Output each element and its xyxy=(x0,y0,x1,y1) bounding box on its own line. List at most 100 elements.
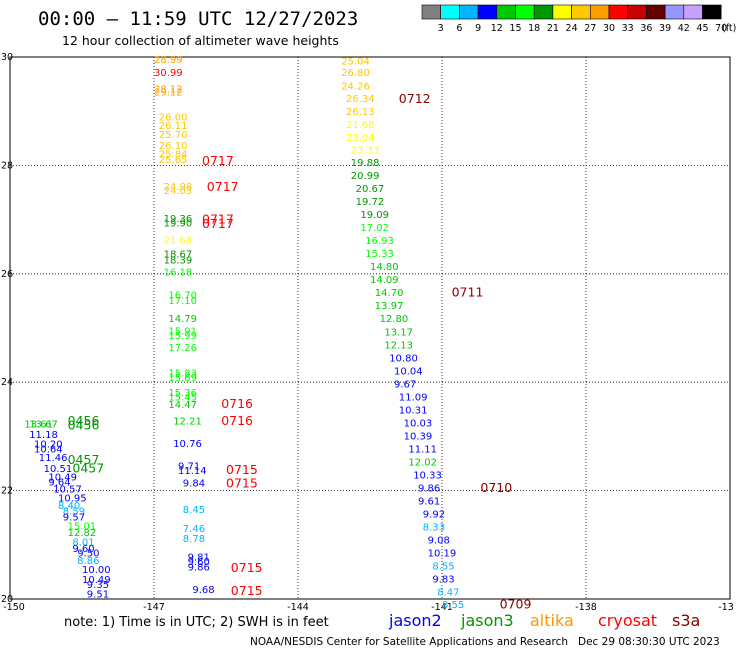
wave-height-value: 10.19 xyxy=(428,548,457,559)
wave-height-value: 15.45 xyxy=(168,392,197,403)
y-tick-label: 28 xyxy=(1,160,13,171)
pass-time-label: 0715 xyxy=(231,560,263,575)
wave-height-value: 14.80 xyxy=(370,262,399,273)
y-tick-label: 26 xyxy=(1,269,13,280)
wave-height-value: 28.99 xyxy=(154,55,183,66)
wave-height-value: 8.47 xyxy=(437,587,459,598)
wave-height-value: 15.33 xyxy=(365,249,394,260)
colorbar-legend: 3 6 9 12 15 18 21 24 27 30 33 36 39 42 45 70(ft) xyxy=(421,4,736,34)
wave-height-value: 12.02 xyxy=(408,457,437,468)
wave-height-value: 9.60 xyxy=(72,544,94,555)
wave-height-value: 13.17 xyxy=(384,327,413,338)
x-tick-label: -150 xyxy=(3,602,25,613)
y-tick-label: 20 xyxy=(1,594,13,605)
wave-height-value: 8.59 xyxy=(63,507,85,518)
wave-height-value: 10.80 xyxy=(389,353,418,364)
wave-height-value: 15.91 xyxy=(168,327,197,338)
colorbar-swatch xyxy=(683,4,703,20)
wave-height-value: 14.70 xyxy=(375,288,404,299)
colorbar-swatch xyxy=(459,4,479,20)
wave-height-value: 8.78 xyxy=(183,534,205,545)
satellite-name: altika xyxy=(530,611,574,630)
wave-height-value: 9.50 xyxy=(77,548,99,559)
colorbar-label: 24 xyxy=(566,23,578,34)
wave-height-value: 12.13 xyxy=(384,340,413,351)
colorbar-label: 36 xyxy=(640,23,652,34)
wave-height-value: 10.76 xyxy=(173,439,202,450)
wave-height-value: 10.64 xyxy=(34,444,63,455)
pass-time-label: 0709 xyxy=(500,596,532,611)
colorbar-label: 27 xyxy=(584,23,596,34)
chart-title: 00:00 – 11:59 UTC 12/27/2023 xyxy=(38,8,358,30)
wave-height-value: 9.64 xyxy=(48,477,70,488)
wave-height-value: 8.45 xyxy=(183,505,205,516)
wave-height-value: 9.92 xyxy=(423,509,445,520)
wave-height-value: 10.49 xyxy=(82,575,111,586)
wave-height-value: 19.90 xyxy=(164,218,193,229)
colorbar-label: 12 xyxy=(491,23,503,34)
wave-height-value: 10.00 xyxy=(82,565,111,576)
pass-time-label: 0717 xyxy=(202,216,234,231)
wave-height-value: 9.60 xyxy=(188,557,210,568)
pass-time-label: 0715 xyxy=(231,583,263,598)
colorbar-label: 9 xyxy=(475,23,481,34)
colorbar-label: 39 xyxy=(659,23,671,34)
pass-time-label: 0456 xyxy=(68,417,100,432)
x-tick-label: -147 xyxy=(143,602,165,613)
y-tick-label: 30 xyxy=(1,52,13,63)
colorbar-swatch xyxy=(646,4,666,20)
wave-height-value: 18.39 xyxy=(164,256,193,267)
colorbar-swatch xyxy=(608,4,629,20)
wave-height-value: 9.86 xyxy=(418,483,440,494)
colorbar-label: 45 xyxy=(696,23,708,34)
wave-height-value: 10.31 xyxy=(399,405,428,416)
pass-time-label: 0717 xyxy=(202,212,234,227)
wave-height-value: 11.46 xyxy=(39,453,68,464)
wave-height-value: 24.03 xyxy=(164,186,193,197)
wave-height-value: 26.13 xyxy=(346,107,375,118)
wave-height-value: 9.35 xyxy=(87,580,109,591)
wave-height-value: 10.20 xyxy=(34,439,63,450)
wave-height-value: 25.84 xyxy=(159,149,188,160)
wave-height-value: 9.84 xyxy=(183,478,205,489)
wave-height-value: 14.47 xyxy=(168,400,197,411)
colorbar-swatch xyxy=(664,4,685,20)
grid xyxy=(10,57,730,599)
pass-time-label: 0717 xyxy=(207,179,239,194)
wave-height-value: 9.83 xyxy=(432,574,454,585)
wave-height-value: 8.55 xyxy=(442,600,464,611)
x-tick-label: -138 xyxy=(575,602,597,613)
satellite-name: s3a xyxy=(672,611,700,630)
wave-height-value: 23.33 xyxy=(351,146,380,157)
wave-height-value: 10.33 xyxy=(413,470,442,481)
wave-height-value: 17.10 xyxy=(168,296,197,307)
wave-height-value: 7.46 xyxy=(183,524,205,535)
wave-height-value: 26.80 xyxy=(341,68,370,79)
wave-height-value: 8.40 xyxy=(58,501,80,512)
pass-time-label: 0711 xyxy=(452,285,484,300)
wave-height-value: 9.86 xyxy=(188,562,210,573)
pass-time-label: 0457 xyxy=(72,460,104,475)
wave-height-value: 13.61 xyxy=(24,419,53,430)
wave-height-value: 8.33 xyxy=(423,522,445,533)
timestamp-text: Dec 29 08:30:30 UTC 2023 xyxy=(578,636,720,648)
wave-height-value: 10.04 xyxy=(394,366,423,377)
wave-height-value: 17.02 xyxy=(360,223,389,234)
y-tick-label: 24 xyxy=(1,377,13,388)
wave-height-value: 10.39 xyxy=(404,431,433,442)
pass-time-labels: 0717071707170717071607160715071507150715… xyxy=(68,91,532,611)
colorbar-swatch xyxy=(571,4,591,20)
wave-height-value: 19.88 xyxy=(351,158,380,169)
pass-time-label: 0715 xyxy=(226,462,258,477)
wave-height-value: 9.67 xyxy=(394,379,416,390)
colorbar-label: 15 xyxy=(509,23,521,34)
wave-height-value: 15.99 xyxy=(168,331,197,342)
wave-height-value: 9.51 xyxy=(87,590,109,601)
wave-height-value: 23.04 xyxy=(346,133,375,144)
wave-height-value: 25.65 xyxy=(159,155,188,166)
wave-height-value: 11.14 xyxy=(178,466,207,477)
wave-height-value: 26.34 xyxy=(346,94,375,105)
wave-height-value: 11.09 xyxy=(399,392,428,403)
wave-height-value: 25.70 xyxy=(159,130,188,141)
